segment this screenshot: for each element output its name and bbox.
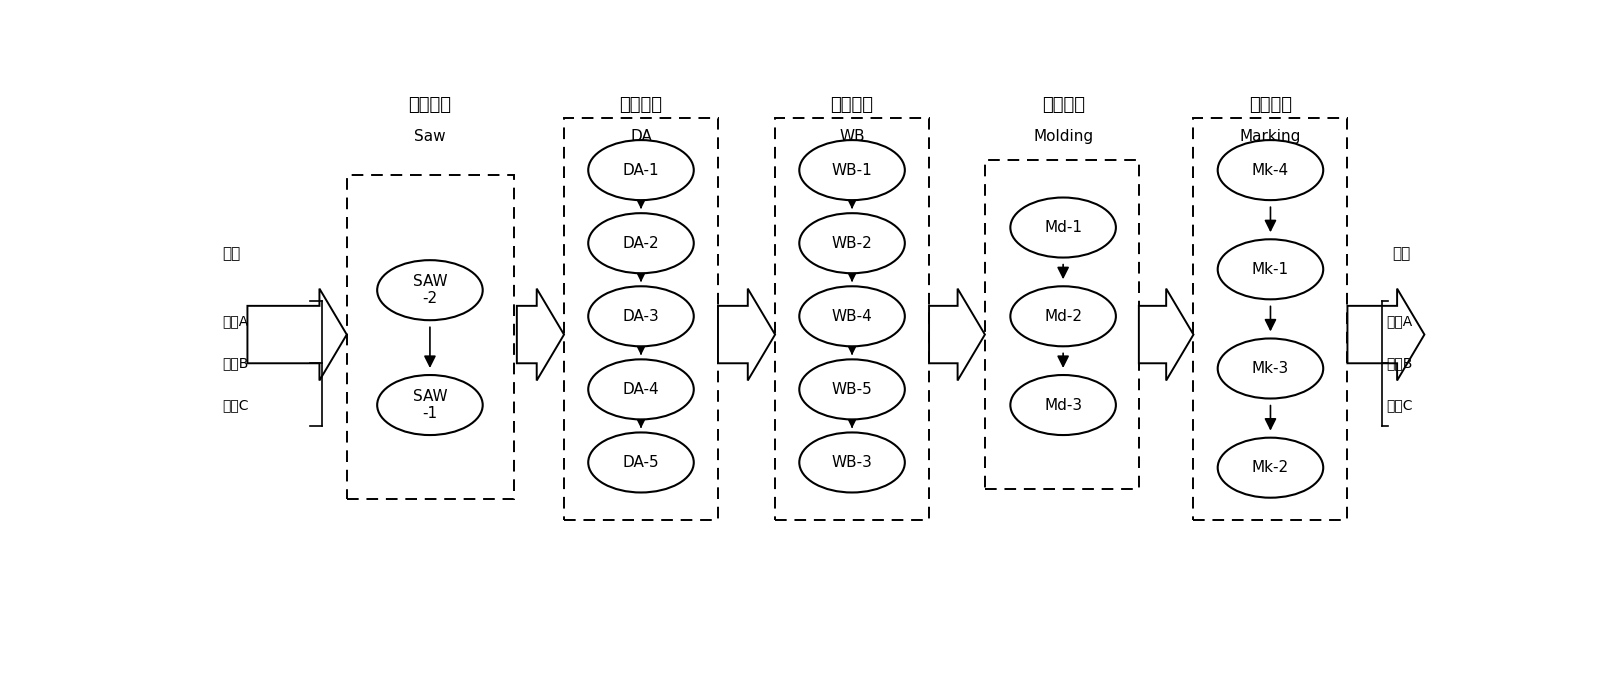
- Ellipse shape: [1011, 286, 1117, 346]
- Text: 加工中心: 加工中心: [409, 96, 452, 114]
- Text: Md-1: Md-1: [1045, 220, 1081, 235]
- Text: 投产: 投产: [223, 246, 240, 261]
- Text: 加工中心: 加工中心: [830, 96, 873, 114]
- Text: DA-2: DA-2: [623, 236, 660, 251]
- Text: 产品C: 产品C: [223, 398, 248, 412]
- Text: WB-2: WB-2: [831, 236, 873, 251]
- Text: WB-4: WB-4: [831, 308, 873, 324]
- Text: Mk-3: Mk-3: [1251, 361, 1290, 376]
- Text: Mk-4: Mk-4: [1251, 163, 1290, 178]
- Text: 加工中心: 加工中心: [620, 96, 663, 114]
- Polygon shape: [517, 289, 564, 380]
- Ellipse shape: [799, 286, 905, 346]
- Polygon shape: [1139, 289, 1193, 380]
- Ellipse shape: [376, 260, 482, 320]
- Text: Saw: Saw: [415, 129, 445, 144]
- Bar: [346, 176, 514, 499]
- Polygon shape: [247, 289, 346, 380]
- Text: DA-4: DA-4: [623, 382, 660, 397]
- Polygon shape: [929, 289, 985, 380]
- Ellipse shape: [1218, 338, 1323, 399]
- Ellipse shape: [588, 213, 694, 273]
- Text: DA-3: DA-3: [623, 308, 660, 324]
- Ellipse shape: [1218, 239, 1323, 299]
- Ellipse shape: [1011, 197, 1117, 258]
- Text: 产品B: 产品B: [1386, 356, 1413, 370]
- Ellipse shape: [588, 286, 694, 346]
- Text: 加工中心: 加工中心: [1041, 96, 1085, 114]
- Text: 产品A: 产品A: [1386, 315, 1413, 329]
- Text: SAW
-2: SAW -2: [413, 274, 447, 306]
- Text: 加工中心: 加工中心: [1250, 96, 1291, 114]
- Ellipse shape: [376, 375, 482, 435]
- Ellipse shape: [799, 213, 905, 273]
- Ellipse shape: [1011, 375, 1117, 435]
- Text: WB-1: WB-1: [831, 163, 873, 178]
- Bar: [775, 118, 929, 520]
- Ellipse shape: [799, 433, 905, 492]
- Ellipse shape: [1218, 438, 1323, 498]
- Text: Marking: Marking: [1240, 129, 1301, 144]
- Polygon shape: [718, 289, 775, 380]
- Text: Molding: Molding: [1033, 129, 1093, 144]
- Bar: [564, 118, 718, 520]
- Bar: [1193, 118, 1347, 520]
- Ellipse shape: [588, 433, 694, 492]
- Text: DA-1: DA-1: [623, 163, 660, 178]
- Bar: [985, 160, 1139, 489]
- Text: WB: WB: [839, 129, 865, 144]
- Polygon shape: [1347, 289, 1424, 380]
- Text: 产品B: 产品B: [223, 356, 248, 370]
- Text: 成品: 成品: [1392, 246, 1410, 261]
- Text: Mk-2: Mk-2: [1251, 460, 1290, 475]
- Text: Mk-1: Mk-1: [1251, 262, 1290, 277]
- Ellipse shape: [588, 359, 694, 420]
- Text: 产品C: 产品C: [1386, 398, 1413, 412]
- Text: SAW
-1: SAW -1: [413, 389, 447, 421]
- Ellipse shape: [1218, 140, 1323, 200]
- Text: WB-5: WB-5: [831, 382, 873, 397]
- Text: DA-5: DA-5: [623, 455, 660, 470]
- Text: Md-3: Md-3: [1045, 397, 1083, 412]
- Text: DA: DA: [630, 129, 652, 144]
- Ellipse shape: [799, 140, 905, 200]
- Ellipse shape: [588, 140, 694, 200]
- Text: 产品A: 产品A: [223, 315, 248, 329]
- Ellipse shape: [799, 359, 905, 420]
- Text: WB-3: WB-3: [831, 455, 873, 470]
- Text: Md-2: Md-2: [1045, 308, 1081, 324]
